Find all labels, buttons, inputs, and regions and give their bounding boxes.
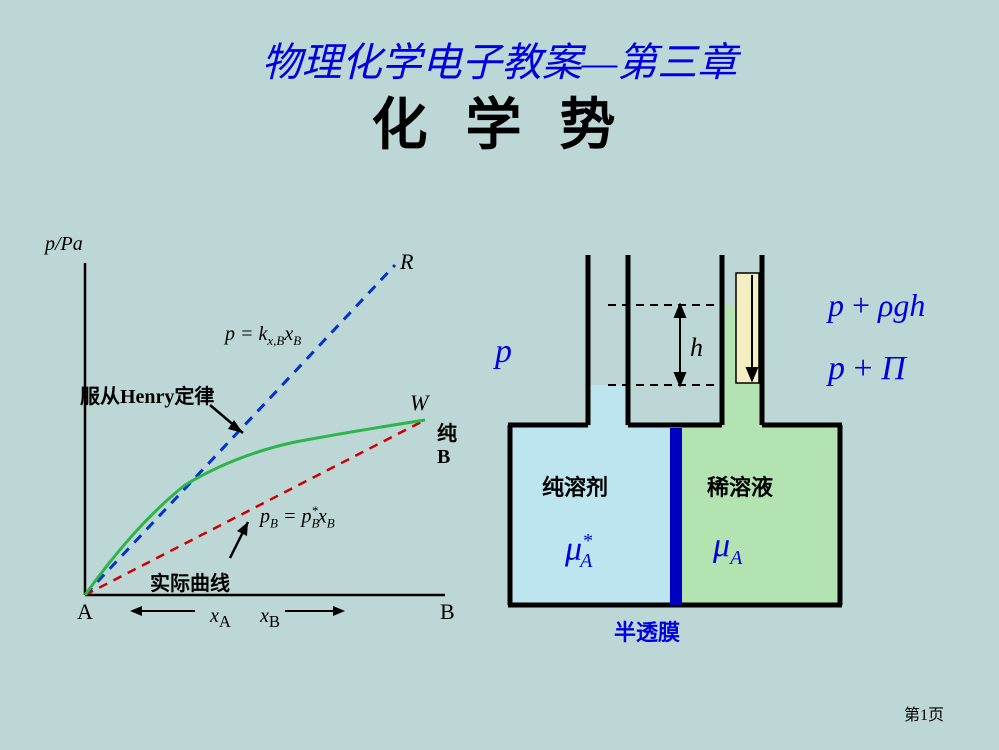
pressure-composition-chart: p/Pa A B xA xB R W 纯B 服从Henry定律 实际曲线 p =… xyxy=(45,255,465,625)
p-plus-rho-gh: p + ρgh xyxy=(828,287,925,324)
origin-label-A: A xyxy=(77,599,93,625)
osmotic-pressure-diagram: 半透膜 纯溶剂 稀溶液 μ*A μA p p + ρgh p + Π h xyxy=(500,255,980,625)
actual-curve-label: 实际曲线 xyxy=(150,567,230,596)
membrane-label: 半透膜 xyxy=(614,615,680,647)
point-W: W xyxy=(410,390,428,416)
mu-star-A: μ*A xyxy=(565,530,592,573)
xA-label: xA xyxy=(210,605,231,632)
x-arrow-left xyxy=(130,606,195,616)
henry-law-label: 服从Henry定律 xyxy=(80,380,214,409)
raoult-line xyxy=(85,420,425,595)
h-arrow xyxy=(675,305,685,385)
y-axis-label: p/Pa xyxy=(45,233,83,256)
pure-solvent-label: 纯溶剂 xyxy=(542,470,608,502)
right-tube-inner xyxy=(736,273,759,383)
membrane xyxy=(670,428,682,605)
pure-B-label: 纯B xyxy=(437,417,465,469)
mu-A: μA xyxy=(713,527,742,570)
pure-solvent-region xyxy=(513,428,670,603)
henry-arrow xyxy=(210,405,243,433)
h-label: h xyxy=(690,333,703,363)
actual-arrow xyxy=(230,522,248,558)
point-R: R xyxy=(400,249,413,275)
dilute-solution-label: 稀溶液 xyxy=(707,470,773,502)
p-plus-Pi: p + Π xyxy=(828,350,906,388)
end-label-B: B xyxy=(440,599,455,625)
chart-svg xyxy=(45,255,465,645)
p-label: p xyxy=(495,333,512,371)
main-title: 化 学 势 xyxy=(0,80,999,161)
eq-raoult: pB = pB*xB xyxy=(260,503,335,532)
eq-henry: p = kx,BxB xyxy=(225,323,301,349)
x-arrow-right xyxy=(285,606,345,616)
xB-label: xB xyxy=(260,605,280,632)
page-number: 第1页 xyxy=(904,701,944,725)
dilute-solution-region xyxy=(681,428,838,603)
left-tube-liquid xyxy=(591,385,626,428)
